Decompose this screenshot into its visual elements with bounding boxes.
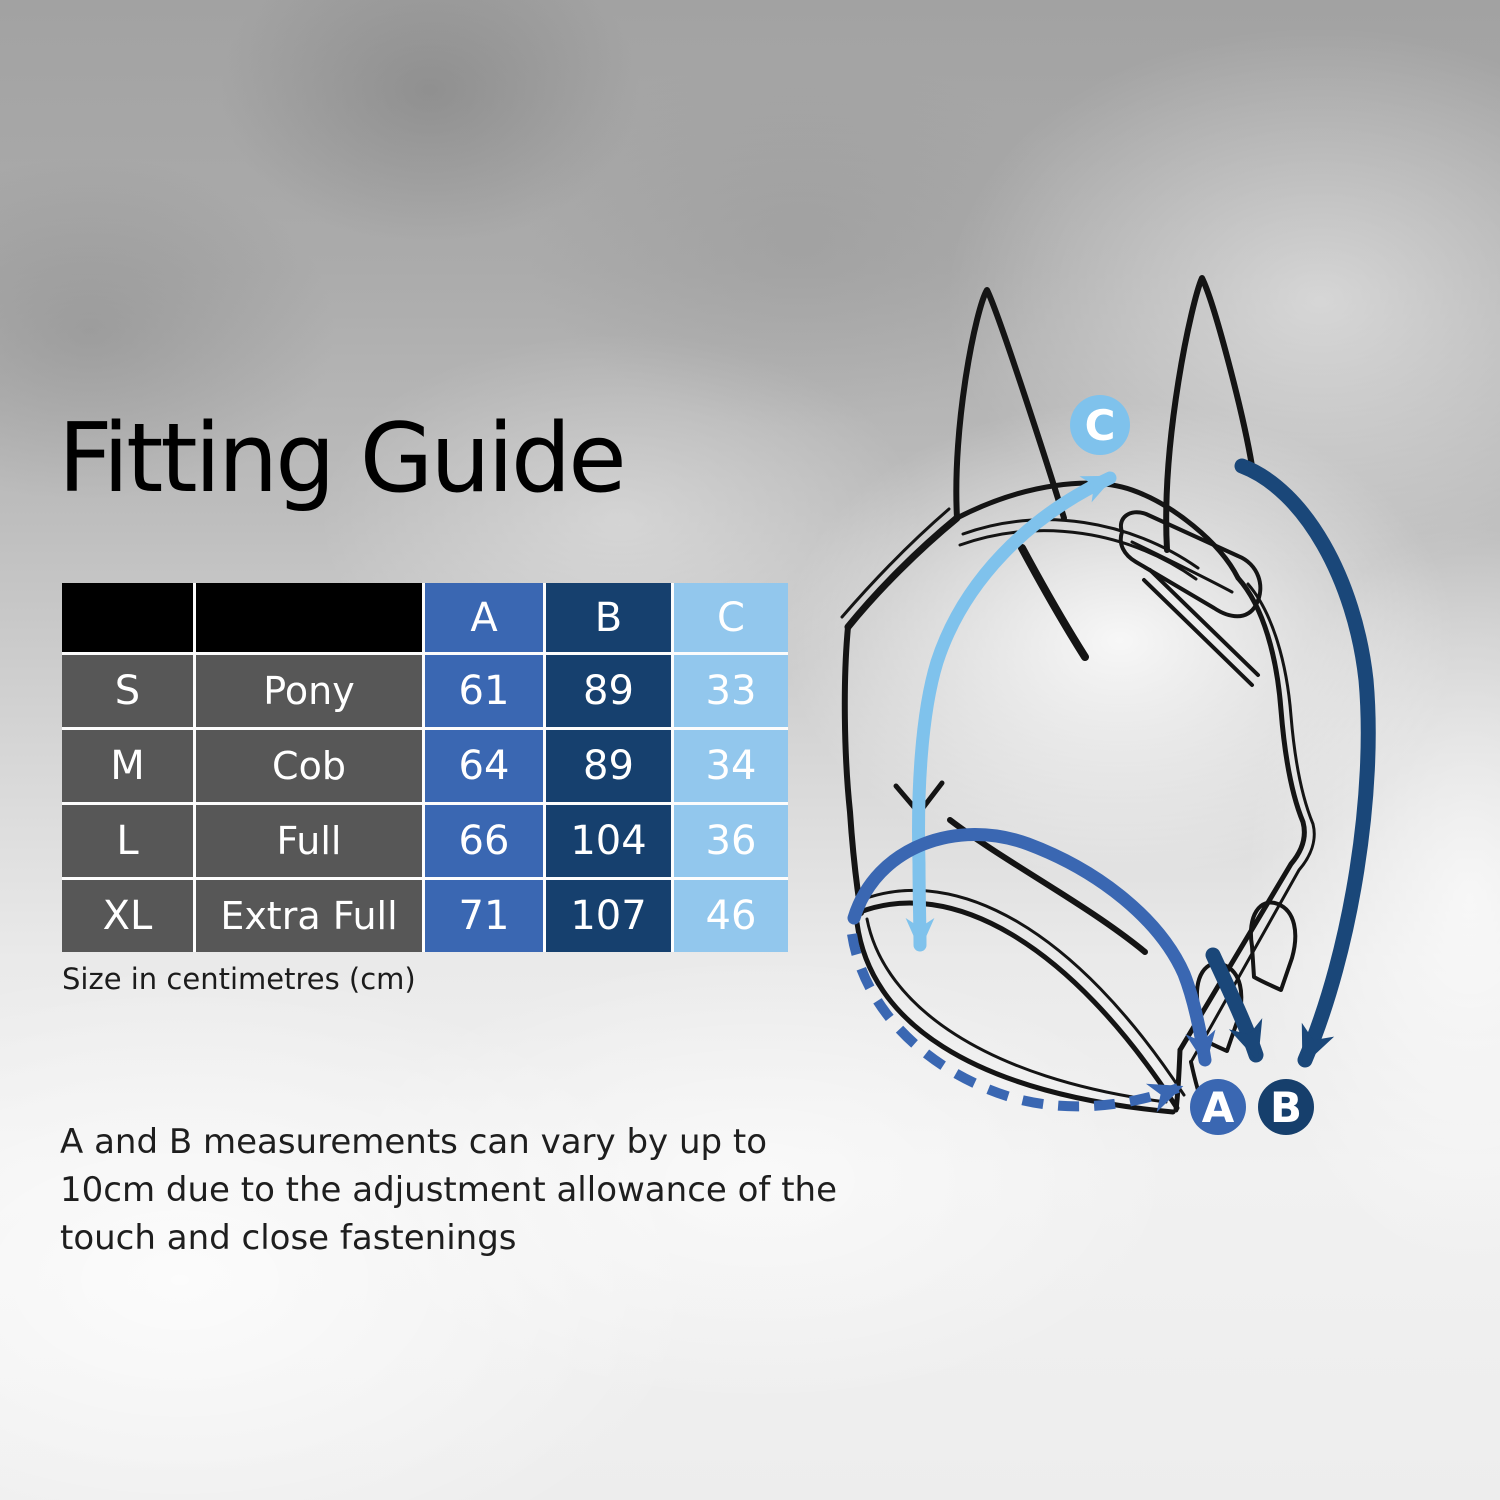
a-badge-circle bbox=[1190, 1079, 1246, 1135]
measure-b-jaw-arrow bbox=[1205, 947, 1264, 1063]
measurement-note-line: touch and close fastenings bbox=[60, 1218, 517, 1258]
measure-b-arrow bbox=[1234, 458, 1376, 1068]
size-table: A B C S Pony 61 89 33 M Cob 64 89 34 L F… bbox=[62, 583, 788, 952]
right-cheek-inner bbox=[1189, 582, 1316, 1064]
row-s-a: 61 bbox=[425, 655, 543, 727]
row-m-c: 34 bbox=[674, 730, 788, 802]
row-xl-size: XL bbox=[62, 880, 193, 952]
row-s-size: S bbox=[62, 655, 193, 727]
row-m-b: 89 bbox=[546, 730, 671, 802]
row-l-b: 104 bbox=[546, 805, 671, 877]
page-title: Fitting Guide bbox=[58, 404, 627, 514]
right-cheek-outline bbox=[1177, 575, 1307, 1053]
b-badge-circle bbox=[1258, 1079, 1314, 1135]
left-brow-edge-inner bbox=[840, 507, 951, 619]
measurement-note: A and B measurements can vary by up to 1… bbox=[60, 1118, 837, 1262]
row-l-size: L bbox=[62, 805, 193, 877]
mask-drawing bbox=[840, 275, 1316, 1115]
b-badge-letter: B bbox=[1270, 1083, 1302, 1132]
header-size-cell bbox=[62, 583, 193, 652]
row-l-name: Full bbox=[196, 805, 422, 877]
row-m-name: Cob bbox=[196, 730, 422, 802]
measurement-note-line: A and B measurements can vary by up to bbox=[60, 1122, 768, 1162]
row-s-name: Pony bbox=[196, 655, 422, 727]
label-b-badge: B bbox=[1258, 1079, 1314, 1135]
row-m-size: M bbox=[62, 730, 193, 802]
header-name-cell bbox=[196, 583, 422, 652]
muzzle-opening-bottom-inner bbox=[865, 917, 1168, 1104]
left-brow-edge bbox=[844, 514, 961, 631]
c-badge-letter: C bbox=[1085, 401, 1116, 450]
label-c-badge: C bbox=[1070, 395, 1130, 455]
row-m-a: 64 bbox=[425, 730, 543, 802]
row-xl-b: 107 bbox=[546, 880, 671, 952]
strap-bottom-cap bbox=[1173, 1047, 1183, 1113]
fly-mask-diagram: C A B bbox=[840, 275, 1376, 1135]
row-xl-name: Extra Full bbox=[196, 880, 422, 952]
measurement-arrows bbox=[847, 458, 1376, 1113]
left-profile-edge bbox=[841, 624, 864, 916]
right-ear-outline bbox=[1163, 275, 1255, 553]
measure-c-arrow bbox=[905, 471, 1117, 952]
header-c-cell: C bbox=[674, 583, 788, 652]
label-a-badge: A bbox=[1190, 1079, 1246, 1135]
left-ear-outline bbox=[953, 287, 1067, 521]
measure-a-arrow bbox=[847, 827, 1216, 1067]
row-s-c: 33 bbox=[674, 655, 788, 727]
row-l-c: 36 bbox=[674, 805, 788, 877]
right-eye-seam bbox=[1142, 568, 1260, 687]
row-l-a: 66 bbox=[425, 805, 543, 877]
row-xl-a: 71 bbox=[425, 880, 543, 952]
muzzle-opening-top bbox=[857, 900, 1180, 1111]
header-a-cell: A bbox=[425, 583, 543, 652]
left-eye-dart-seam bbox=[1018, 544, 1089, 661]
header-b-cell: B bbox=[546, 583, 671, 652]
fastener-tab-upper bbox=[1248, 900, 1298, 992]
unit-note: Size in centimetres (cm) bbox=[62, 962, 416, 996]
row-xl-c: 46 bbox=[674, 880, 788, 952]
row-s-b: 89 bbox=[546, 655, 671, 727]
measurement-note-line: 10cm due to the adjustment allowance of … bbox=[60, 1170, 837, 1210]
browband-inner-line bbox=[1130, 540, 1234, 594]
c-badge-circle bbox=[1070, 395, 1130, 455]
a-badge-letter: A bbox=[1202, 1083, 1235, 1132]
muzzle-opening-top-inner bbox=[862, 888, 1186, 1097]
